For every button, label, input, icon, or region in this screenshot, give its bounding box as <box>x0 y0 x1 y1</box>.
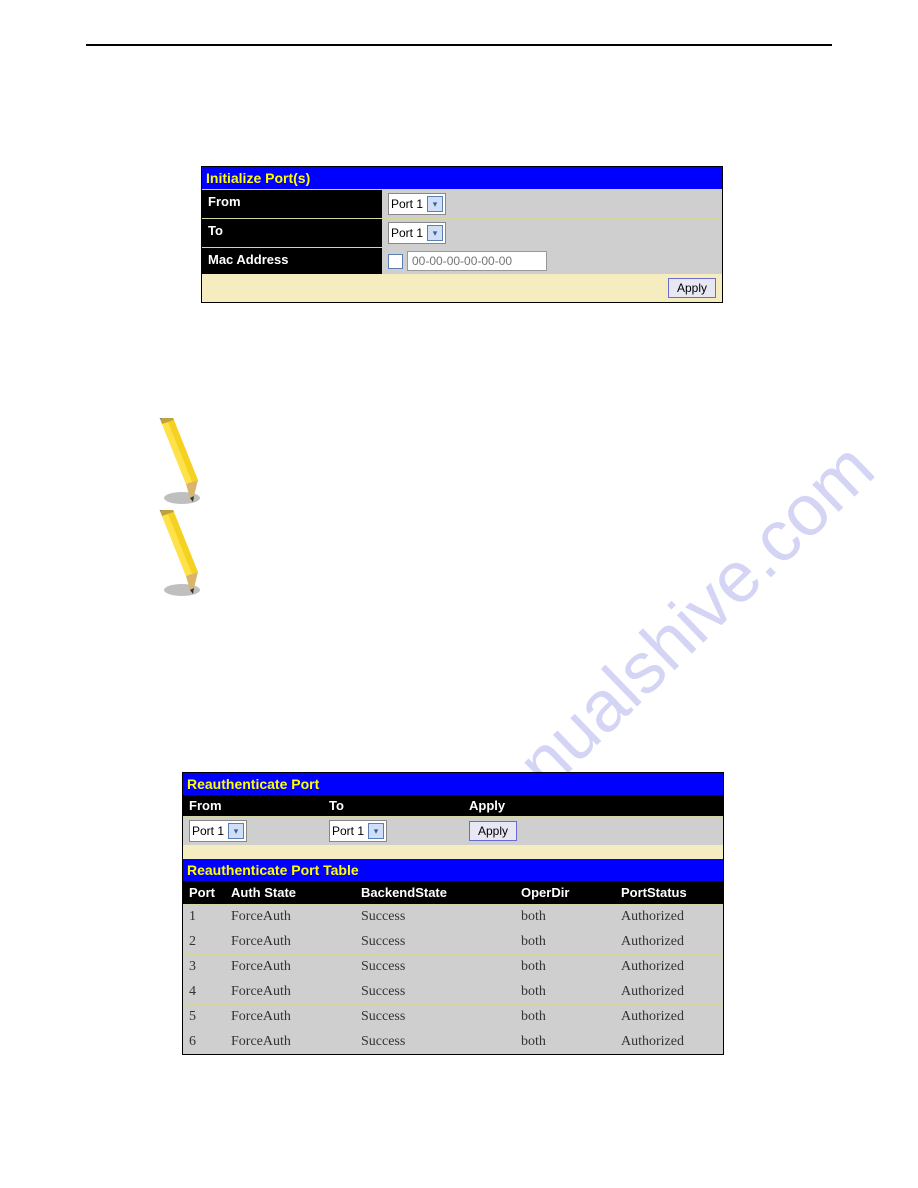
cell-port: 3 <box>183 955 225 979</box>
cream-spacer <box>183 845 723 859</box>
table-row: 2ForceAuthSuccessbothAuthorized <box>183 929 723 954</box>
table-title: Reauthenticate Port Table <box>183 859 723 881</box>
from-port-select[interactable]: Port 1 ▾ <box>388 193 446 215</box>
cell-auth: ForceAuth <box>225 930 355 954</box>
apply-row: Apply <box>202 274 722 302</box>
to-label: To <box>202 219 382 247</box>
cell-auth: ForceAuth <box>225 955 355 979</box>
to-value-cell: Port 1 ▾ <box>382 219 722 247</box>
cell-port: 2 <box>183 930 225 954</box>
mac-row: Mac Address <box>202 247 722 274</box>
cell-back: Success <box>355 980 515 1004</box>
col-from-label: From <box>183 795 323 816</box>
reauth-to-select[interactable]: Port 1 ▾ <box>329 820 387 842</box>
chevron-down-icon: ▾ <box>368 823 384 839</box>
cell-oper: both <box>515 980 615 1004</box>
chevron-down-icon: ▾ <box>427 196 443 212</box>
col-port: Port <box>183 881 225 904</box>
cell-port: 6 <box>183 1030 225 1054</box>
col-apply-label: Apply <box>463 795 723 816</box>
cell-port: 1 <box>183 905 225 929</box>
cell-auth: ForceAuth <box>225 1005 355 1029</box>
col-auth: Auth State <box>225 881 355 904</box>
table-row: 1ForceAuthSuccessbothAuthorized <box>183 904 723 929</box>
table-row: 3ForceAuthSuccessbothAuthorized <box>183 954 723 979</box>
cell-port: 5 <box>183 1005 225 1029</box>
col-to-label: To <box>323 795 463 816</box>
cell-oper: both <box>515 1005 615 1029</box>
cell-stat: Authorized <box>615 905 723 929</box>
from-label: From <box>202 190 382 218</box>
table-row: 6ForceAuthSuccessbothAuthorized <box>183 1029 723 1054</box>
initialize-ports-panel: Initialize Port(s) From Port 1 ▾ To Port… <box>201 166 723 303</box>
cell-stat: Authorized <box>615 1005 723 1029</box>
pencil-icon <box>150 510 210 600</box>
pencil-icon <box>150 418 210 508</box>
col-oper: OperDir <box>515 881 615 904</box>
cell-oper: both <box>515 1030 615 1054</box>
reauth-from-value: Port 1 <box>192 824 224 838</box>
reauth-controls-row: Port 1 ▾ Port 1 ▾ Apply <box>183 816 723 845</box>
from-row: From Port 1 ▾ <box>202 189 722 218</box>
reauth-columns-header: From To Apply <box>183 795 723 816</box>
reauth-from-select[interactable]: Port 1 ▾ <box>189 820 247 842</box>
cell-oper: both <box>515 955 615 979</box>
cell-back: Success <box>355 1030 515 1054</box>
cell-auth: ForceAuth <box>225 905 355 929</box>
cell-stat: Authorized <box>615 1030 723 1054</box>
table-body: 1ForceAuthSuccessbothAuthorized2ForceAut… <box>183 904 723 1054</box>
reauth-to-value: Port 1 <box>332 824 364 838</box>
from-value-cell: Port 1 ▾ <box>382 190 722 218</box>
cell-back: Success <box>355 930 515 954</box>
from-port-value: Port 1 <box>391 197 423 211</box>
top-divider <box>86 44 832 46</box>
panel-title: Reauthenticate Port <box>183 773 723 795</box>
chevron-down-icon: ▾ <box>427 225 443 241</box>
panel-title: Initialize Port(s) <box>202 167 722 189</box>
cell-auth: ForceAuth <box>225 1030 355 1054</box>
col-back: BackendState <box>355 881 515 904</box>
mac-checkbox[interactable] <box>388 254 403 269</box>
to-row: To Port 1 ▾ <box>202 218 722 247</box>
to-port-select[interactable]: Port 1 ▾ <box>388 222 446 244</box>
table-row: 5ForceAuthSuccessbothAuthorized <box>183 1004 723 1029</box>
cell-stat: Authorized <box>615 930 723 954</box>
cell-stat: Authorized <box>615 980 723 1004</box>
cell-auth: ForceAuth <box>225 980 355 1004</box>
mac-value-cell <box>382 248 722 274</box>
reauth-apply-button[interactable]: Apply <box>469 821 517 841</box>
table-row: 4ForceAuthSuccessbothAuthorized <box>183 979 723 1004</box>
page: manualshive.com Initialize Port(s) From <box>0 0 918 1188</box>
reauthenticate-port-panel: Reauthenticate Port From To Apply Port 1… <box>182 772 724 1055</box>
chevron-down-icon: ▾ <box>228 823 244 839</box>
cell-oper: both <box>515 905 615 929</box>
cell-port: 4 <box>183 980 225 1004</box>
apply-button[interactable]: Apply <box>668 278 716 298</box>
cell-oper: both <box>515 930 615 954</box>
to-port-value: Port 1 <box>391 226 423 240</box>
table-header-row: Port Auth State BackendState OperDir Por… <box>183 881 723 904</box>
cell-back: Success <box>355 955 515 979</box>
mac-label: Mac Address <box>202 248 382 274</box>
col-stat: PortStatus <box>615 881 723 904</box>
mac-address-input[interactable] <box>407 251 547 271</box>
cell-back: Success <box>355 1005 515 1029</box>
cell-stat: Authorized <box>615 955 723 979</box>
cell-back: Success <box>355 905 515 929</box>
